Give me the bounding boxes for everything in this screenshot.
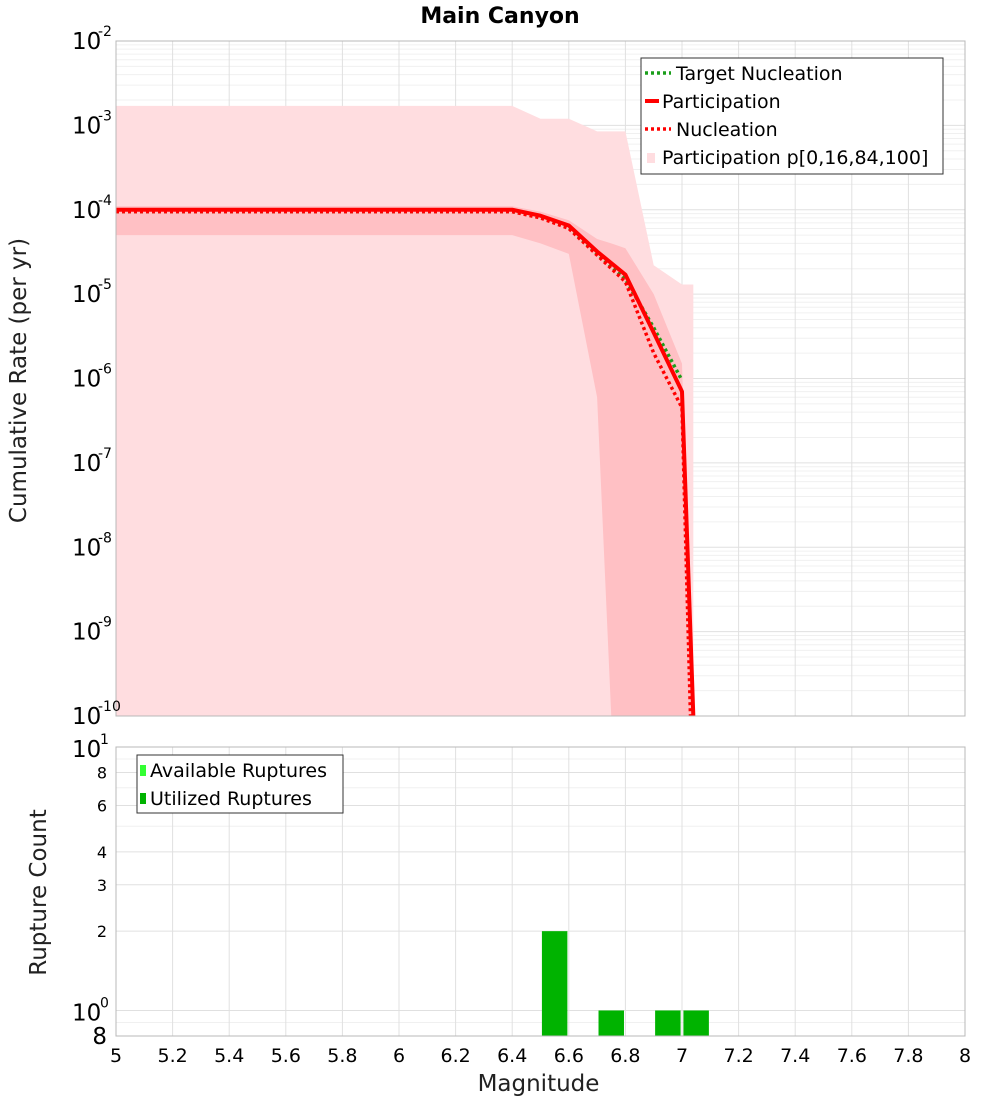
top-y-tick-exponent: -3 xyxy=(98,108,112,124)
x-tick-labels: 5 5.2 5.4 5.6 5.8 6 6.2 6.4 6.6 6.8 7 7.2 7.4 7.6 7.8 8 xyxy=(110,1045,971,1067)
top-y-tick-label: 10 xyxy=(72,451,101,477)
legend-label: Target Nucleation xyxy=(675,63,843,85)
top-y-tick-exponent: -7 xyxy=(98,446,112,462)
top-plot-bands xyxy=(116,105,694,717)
x-tick-label: 5.8 xyxy=(327,1045,357,1067)
top-plot-lines xyxy=(116,207,696,717)
chart-title: Main Canyon xyxy=(420,4,579,29)
top-y-tick-label: 10 xyxy=(72,620,101,646)
legend-label: Nucleation xyxy=(676,119,778,141)
x-tick-label: 6 xyxy=(393,1045,405,1067)
x-tick-label: 7.2 xyxy=(723,1045,753,1067)
rupture-count-bar xyxy=(683,1010,709,1036)
bottom-y-axis-label: Rupture Count xyxy=(26,809,52,975)
legend-label: Participation xyxy=(662,91,781,113)
x-tick-label: 7 xyxy=(676,1045,688,1067)
top-y-tick-label: 10 xyxy=(72,29,101,55)
top-y-tick-label: 10 xyxy=(72,535,101,561)
x-tick-label: 6.4 xyxy=(497,1045,527,1067)
x-tick-label: 8 xyxy=(959,1045,971,1067)
band-inner xyxy=(116,206,694,716)
top-y-tick-label: 10 xyxy=(72,113,101,139)
bottom-plot-frame xyxy=(115,746,966,1037)
x-axis-label: Magnitude xyxy=(478,1071,600,1097)
x-tick-label: 5.6 xyxy=(271,1045,301,1067)
bottom-y-tick-label: 10 xyxy=(72,1000,101,1026)
x-tick-label: 7.8 xyxy=(893,1045,923,1067)
bottom-y-tick-label: 3 xyxy=(97,876,107,895)
band-outer xyxy=(116,105,694,717)
x-tick-label: 6.8 xyxy=(610,1045,640,1067)
bottom-y-tick-label: 2 xyxy=(97,922,107,941)
top-y-tick-exponent: -4 xyxy=(98,193,112,209)
x-tick-label: 6.2 xyxy=(440,1045,470,1067)
bottom-y-tick-label: 10 xyxy=(72,737,101,763)
legend-swatch xyxy=(140,793,146,804)
x-tick-label: 5.2 xyxy=(157,1045,187,1067)
bottom-y-tick-label: 8 xyxy=(92,1024,107,1050)
top-legend: Target Nucleation Participation Nucleation… xyxy=(640,57,944,175)
legend-label: Utilized Ruptures xyxy=(150,788,312,810)
top-y-axis-label: Cumulative Rate (per yr) xyxy=(6,238,32,523)
bottom-y-tick-label: 6 xyxy=(97,796,107,815)
top-y-tick-label: 10 xyxy=(72,198,101,224)
top-y-tick-exponent: -5 xyxy=(98,277,112,293)
top-y-tick-exponent: -8 xyxy=(98,530,112,546)
bottom-y-tick-label: 8 xyxy=(97,764,107,783)
bottom-y-tick-exponent: 1 xyxy=(100,732,109,748)
bottom-legend: Available Ruptures Utilized Ruptures xyxy=(136,754,344,814)
top-y-tick-exponent: -6 xyxy=(98,362,112,378)
top-y-tick-label: 10 xyxy=(72,704,101,730)
top-plot-frame xyxy=(115,40,966,717)
series-line-participation xyxy=(116,207,696,717)
x-tick-label: 5.4 xyxy=(214,1045,244,1067)
x-tick-label: 7.4 xyxy=(780,1045,810,1067)
bottom-y-tick-label: 4 xyxy=(97,843,107,862)
top-y-tick-exponent: -10 xyxy=(98,699,121,715)
legend-swatch xyxy=(647,153,655,163)
x-tick-label: 5 xyxy=(110,1045,122,1067)
x-tick-label: 6.6 xyxy=(554,1045,584,1067)
bottom-y-tick-exponent: 0 xyxy=(100,995,109,1011)
top-y-tick-label: 10 xyxy=(72,282,101,308)
bottom-plot-bars xyxy=(541,931,709,1036)
top-y-tick-label: 10 xyxy=(72,367,101,393)
legend-swatch xyxy=(140,765,146,776)
legend-label: Participation p[0,16,84,100] xyxy=(662,147,928,169)
top-y-tick-exponent: -2 xyxy=(98,24,112,40)
x-tick-label: 7.6 xyxy=(837,1045,867,1067)
rupture-count-bar xyxy=(541,931,568,1036)
rupture-count-bar xyxy=(598,1010,624,1036)
bottom-legend-box xyxy=(136,754,344,814)
rupture-count-bar xyxy=(655,1010,681,1036)
top-y-tick-exponent: -9 xyxy=(98,615,112,631)
legend-label: Available Ruptures xyxy=(150,760,327,782)
series-line-nucleation xyxy=(116,209,693,717)
top-legend-box xyxy=(640,57,944,175)
